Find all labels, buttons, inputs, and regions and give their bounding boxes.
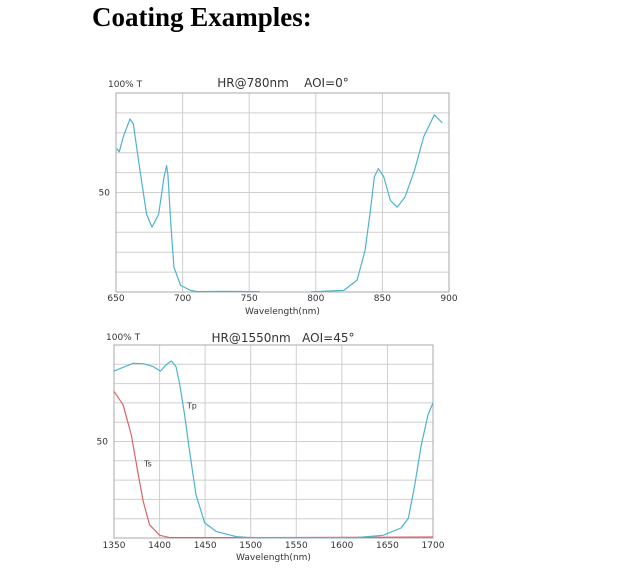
- x-tick-label: 1450: [194, 541, 217, 551]
- series-line-tp: [113, 360, 434, 539]
- page-heading: Coating Examples:: [92, 2, 312, 32]
- chart-hr780: HR@780nm AOI=0° 650 700 750 800 850 900 100% T…: [99, 76, 458, 317]
- x-tick-label: 1550: [285, 541, 308, 551]
- x-tick-label: 1350: [103, 541, 126, 551]
- y-axis-label: 100% T: [106, 333, 141, 343]
- series-label-ts: Ts: [143, 460, 152, 469]
- chart-title: HR@780nm AOI=0°: [217, 76, 349, 90]
- x-tick-label: 800: [307, 294, 324, 304]
- y-tick-label: 50: [97, 438, 109, 448]
- chart-hr1550: HR@1550nm AOI=45° 1350 1400 1450 1500 1550 16…: [97, 331, 445, 563]
- x-tick-label: 850: [374, 294, 391, 304]
- x-axis-label: Wavelength(nm): [236, 553, 311, 563]
- y-tick-label: 50: [99, 189, 111, 199]
- series-line-ts: [113, 390, 434, 539]
- series-line-t: [310, 114, 443, 293]
- x-tick-label: 1650: [376, 541, 399, 551]
- x-tick-label: 1600: [330, 541, 353, 551]
- x-tick-label: 700: [174, 294, 191, 304]
- plot-frame: [115, 92, 450, 293]
- x-tick-label: 650: [107, 294, 124, 304]
- chart-title: HR@1550nm AOI=45°: [212, 331, 355, 345]
- series-label-tp: Tp: [186, 402, 197, 411]
- x-tick-label: 750: [241, 294, 258, 304]
- series-line-t: [116, 118, 260, 293]
- x-tick-label: 900: [440, 294, 457, 304]
- x-tick-label: 1400: [148, 541, 171, 551]
- x-tick-label: 1700: [422, 541, 445, 551]
- x-tick-label: 1500: [239, 541, 262, 551]
- y-axis-label: 100% T: [108, 80, 143, 90]
- x-axis-label: Wavelength(nm): [245, 307, 320, 317]
